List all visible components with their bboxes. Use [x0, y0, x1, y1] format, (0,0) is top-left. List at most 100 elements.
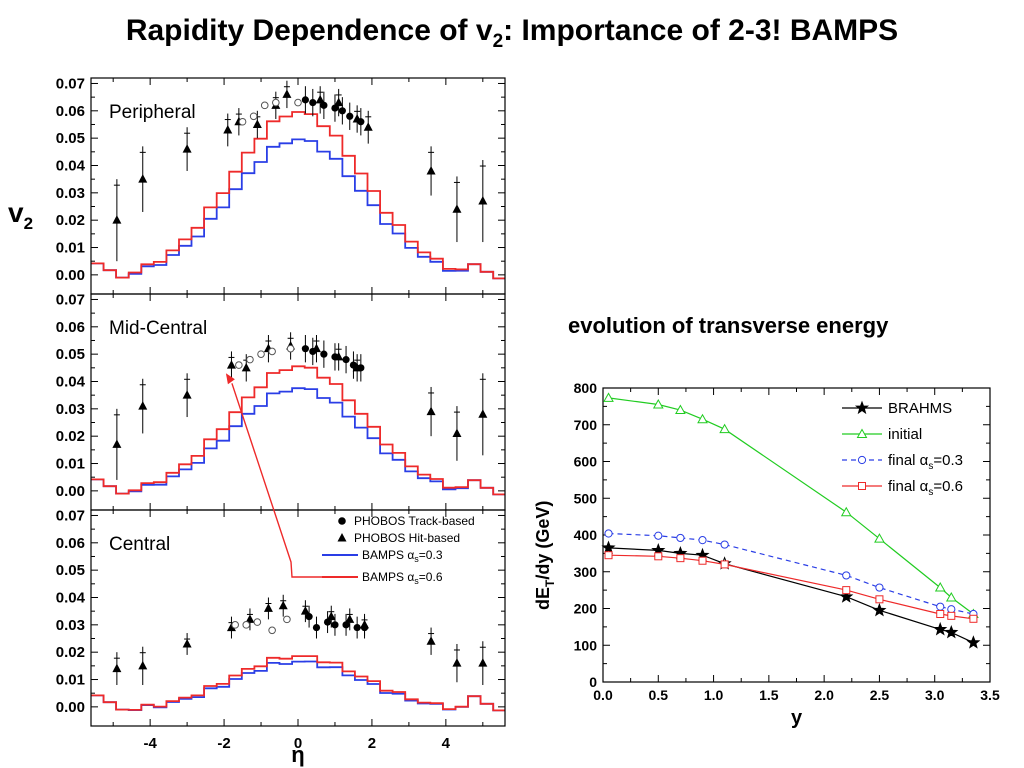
phobos-hit-point [226, 622, 236, 632]
data-point [840, 506, 852, 517]
series-3 [604, 551, 978, 623]
legend-label: final αs=0.6 [888, 478, 963, 498]
x-tick-label: 3.0 [925, 687, 945, 703]
data-point [934, 582, 946, 592]
slide-title: Rapidity Dependence of v2: Importance of… [0, 14, 1024, 53]
y-tick-label: 0.01 [56, 240, 85, 257]
y-tick-label: 0.03 [56, 617, 85, 634]
legend-suffix: =0.6 [419, 570, 443, 584]
phobos-hit-point [138, 660, 148, 670]
phobos-track-point [357, 364, 365, 372]
data-point [947, 611, 956, 620]
y-axis-label-sub: 2 [24, 214, 33, 233]
y-tick-label: 0.03 [56, 185, 85, 202]
phobos-track-point [357, 118, 365, 126]
y-tick-label: 800 [574, 380, 598, 396]
data-point [842, 571, 851, 580]
legend-marker [856, 428, 868, 438]
phobos-hit-point [263, 603, 273, 612]
x-tick-label: 3.5 [980, 687, 1000, 703]
data-point [936, 610, 945, 619]
y-tick-label: 600 [574, 454, 598, 470]
x-tick-label: 2 [368, 735, 376, 752]
series-line [608, 397, 974, 615]
data-point [875, 583, 884, 592]
phobos-hit-point [478, 409, 488, 418]
data-point [603, 392, 614, 402]
phobos-hit-point [345, 614, 355, 623]
phobos-hit-point [138, 401, 148, 410]
phobos-hit-point [241, 362, 251, 372]
data-point [652, 399, 664, 409]
y-tick-label: 0 [589, 674, 597, 690]
data-point [933, 621, 948, 636]
data-point [697, 413, 708, 424]
series-2 [604, 529, 978, 619]
phobos-open-point [260, 101, 269, 110]
phobos-track-point [309, 347, 317, 356]
phobos-hit-point [112, 215, 122, 224]
legend-sub: s [928, 487, 933, 498]
data-point [969, 614, 978, 623]
data-point [654, 552, 663, 561]
phobos-open-point [246, 355, 254, 364]
phobos-hit-point [326, 611, 336, 621]
phobos-track-point [320, 101, 328, 109]
y-axis-label: dET/dy (GeV) [533, 501, 557, 610]
slide-title-subscript: 2 [492, 31, 504, 52]
phobos-open-point [249, 112, 258, 121]
phobos-hit-point [363, 122, 373, 131]
phobos-open-point [268, 626, 276, 635]
y-label-sub: T [543, 579, 557, 587]
phobos-hit-point [252, 119, 262, 128]
phobos-open-point [253, 618, 262, 626]
phobos-open-point [257, 350, 265, 358]
bamps-06-curve [91, 111, 505, 280]
data-point [875, 595, 884, 604]
y-tick-label: 500 [574, 490, 598, 506]
phobos-hit-point [112, 439, 122, 448]
data-point [676, 533, 685, 543]
phobos-open-point [231, 621, 239, 629]
y-tick-label: 0.05 [56, 562, 85, 579]
bamps-06-curve [91, 365, 505, 496]
legend-marker [854, 400, 870, 415]
y-tick-label: 0.06 [56, 103, 85, 120]
data-point [839, 589, 854, 603]
legend-sub: s [928, 461, 933, 472]
x-axis-label: η [291, 742, 304, 767]
phobos-hit-point [282, 89, 292, 98]
phobos-hit-point [426, 636, 436, 645]
phobos-track-point [346, 112, 354, 120]
y-tick-label: 0.00 [56, 483, 85, 500]
legend-suffix: =0.6 [933, 478, 963, 495]
x-tick-label: -4 [143, 735, 157, 752]
legend-label: final αs=0.3 [888, 452, 963, 472]
data-point [966, 635, 981, 649]
legend-track-label: PHOBOS Track-based [354, 514, 475, 528]
phobos-hit-point [452, 658, 462, 667]
phobos-track-point [309, 99, 317, 107]
legend-hit-marker [337, 533, 347, 542]
legend-sub: s [414, 554, 419, 564]
right-chart-title: evolution of transverse energy [568, 313, 889, 338]
data-point [944, 625, 959, 639]
y-axis-label: v2 [8, 197, 33, 233]
phobos-track-point [342, 356, 350, 364]
legend-suffix: =0.3 [933, 452, 963, 469]
phobos-hit-point [478, 658, 488, 667]
phobos-hit-point [315, 94, 325, 104]
y-tick-label: 0.02 [56, 212, 85, 229]
data-point [676, 554, 685, 563]
x-tick-label: 2.5 [870, 687, 890, 703]
phobos-hit-point [226, 360, 236, 369]
phobos-hit-point [300, 606, 310, 615]
legend-sub: s [414, 576, 419, 586]
phobos-open-point [272, 98, 280, 107]
phobos-hit-point [138, 174, 148, 183]
y-tick-label: 0.04 [56, 589, 86, 606]
data-point [601, 540, 616, 554]
phobos-track-point [342, 621, 350, 629]
phobos-track-point [331, 104, 339, 112]
y-tick-label: 0.04 [56, 373, 86, 390]
